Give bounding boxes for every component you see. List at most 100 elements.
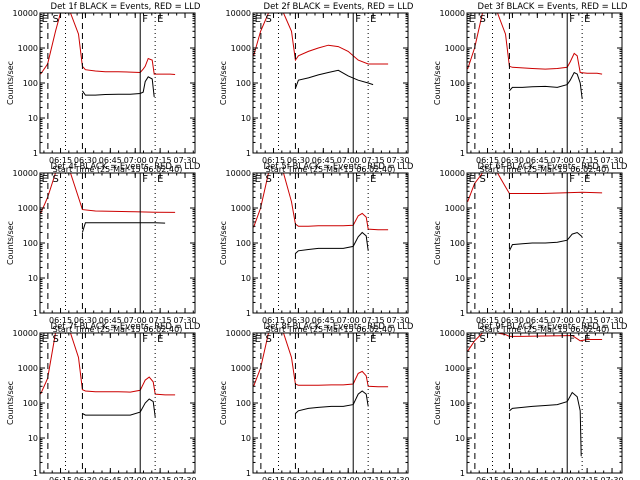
events-series-line: [509, 391, 582, 457]
plot-frame: [252, 172, 409, 314]
event-label: F: [569, 174, 575, 185]
x-tick-label: 06:15: [49, 316, 72, 325]
x-axis-label: Start Time (25-Mar-15 06:02:40): [266, 165, 396, 174]
y-tick-label: 100: [450, 79, 465, 88]
events-series-line: [508, 231, 583, 252]
x-tick-label: 06:15: [476, 316, 499, 325]
event-label: S: [480, 334, 486, 345]
x-tick-label: 06:30: [74, 476, 97, 480]
x-tick-label: 07:00: [124, 476, 147, 480]
x-tick-label: 06:45: [312, 156, 335, 165]
event-label: E: [157, 174, 163, 185]
x-tick-label: 07:15: [149, 476, 172, 480]
event-label: F: [355, 14, 361, 25]
y-tick-label: 100: [450, 399, 465, 408]
y-axis-label: Counts/sec: [6, 381, 15, 425]
event-label: F: [569, 334, 575, 345]
y-tick-label: 1000: [231, 364, 251, 373]
event-label: F: [142, 334, 148, 345]
panel-title: Det 1f BLACK = Events, RED = LLD: [51, 2, 201, 12]
y-tick-label: 10000: [13, 329, 38, 338]
x-tick-label: 06:15: [476, 476, 499, 480]
panel-title: Det 5f BLACK = Events, RED = LLD: [264, 162, 414, 172]
y-tick-label: 10000: [226, 9, 251, 18]
event-label: S: [53, 174, 59, 185]
y-tick-label: 10000: [226, 169, 251, 178]
event-label: E: [370, 334, 376, 345]
panel-title: Det 9f BLACK = Events, RED = LLD: [478, 322, 628, 332]
x-tick-label: 07:15: [362, 316, 385, 325]
x-tick-label: 07:30: [601, 156, 624, 165]
y-tick-label: 10000: [440, 169, 465, 178]
event-label: E: [584, 14, 590, 25]
event-label: E: [157, 334, 163, 345]
y-axis-label: Counts/sec: [6, 221, 15, 265]
y-tick-label: 10: [241, 434, 251, 443]
events-series-line: [81, 222, 166, 233]
y-tick-label: 10: [28, 434, 38, 443]
panel-title: Det 3f BLACK = Events, RED = LLD: [478, 2, 628, 12]
plot-frame: [252, 12, 409, 154]
x-tick-label: 07:30: [601, 316, 624, 325]
x-tick-label: 06:45: [312, 316, 335, 325]
x-tick-label: 07:30: [387, 476, 410, 480]
event-label: E: [370, 174, 376, 185]
x-tick-label: 07:15: [576, 156, 599, 165]
y-tick-label: 100: [236, 79, 251, 88]
y-tick-label: 10000: [440, 9, 465, 18]
x-tick-label: 07:30: [174, 316, 197, 325]
events-series-line: [295, 231, 369, 254]
y-tick-label: 1: [460, 469, 465, 478]
events-series-line: [82, 398, 156, 417]
x-tick-label: 06:45: [312, 476, 335, 480]
event-label: S: [266, 334, 272, 345]
y-tick-label: 10: [241, 114, 251, 123]
y-tick-label: 1: [460, 149, 465, 158]
event-label: F: [142, 14, 148, 25]
panel-title: Det 2f BLACK = Events, RED = LLD: [264, 2, 414, 12]
event-label: F: [355, 174, 361, 185]
x-tick-label: 06:45: [99, 316, 122, 325]
x-tick-label: 07:30: [387, 156, 410, 165]
event-label: E: [469, 14, 475, 25]
y-tick-label: 1: [33, 309, 38, 318]
x-tick-label: 06:15: [49, 156, 72, 165]
y-tick-label: 1: [460, 309, 465, 318]
y-tick-label: 10: [28, 114, 38, 123]
events-series-line: [509, 71, 583, 100]
events-series-line: [81, 76, 155, 97]
event-label: E: [42, 334, 48, 345]
lld-series-line: [40, 333, 176, 396]
plot-frame: [39, 172, 196, 314]
y-tick-label: 100: [23, 239, 38, 248]
x-tick-label: 07:30: [387, 316, 410, 325]
events-series-line: [294, 69, 374, 89]
event-label: E: [584, 334, 590, 345]
y-tick-label: 10: [28, 274, 38, 283]
y-tick-label: 100: [23, 79, 38, 88]
y-tick-label: 100: [23, 399, 38, 408]
event-label: F: [569, 14, 575, 25]
x-tick-label: 06:15: [262, 156, 285, 165]
x-tick-label: 06:30: [287, 316, 310, 325]
y-tick-label: 1000: [445, 364, 465, 373]
event-label: S: [266, 14, 272, 25]
x-tick-label: 06:45: [526, 156, 549, 165]
y-tick-label: 10000: [13, 169, 38, 178]
x-tick-label: 07:15: [362, 156, 385, 165]
plot-frame: [39, 332, 196, 474]
plot-frame: [466, 12, 623, 154]
x-tick-label: 07:30: [601, 476, 624, 480]
event-label: E: [469, 334, 475, 345]
lld-series-line: [253, 13, 389, 65]
y-tick-label: 10: [241, 274, 251, 283]
x-tick-label: 06:45: [526, 476, 549, 480]
y-tick-label: 1: [33, 469, 38, 478]
event-label: E: [255, 334, 261, 345]
event-label: E: [370, 14, 376, 25]
